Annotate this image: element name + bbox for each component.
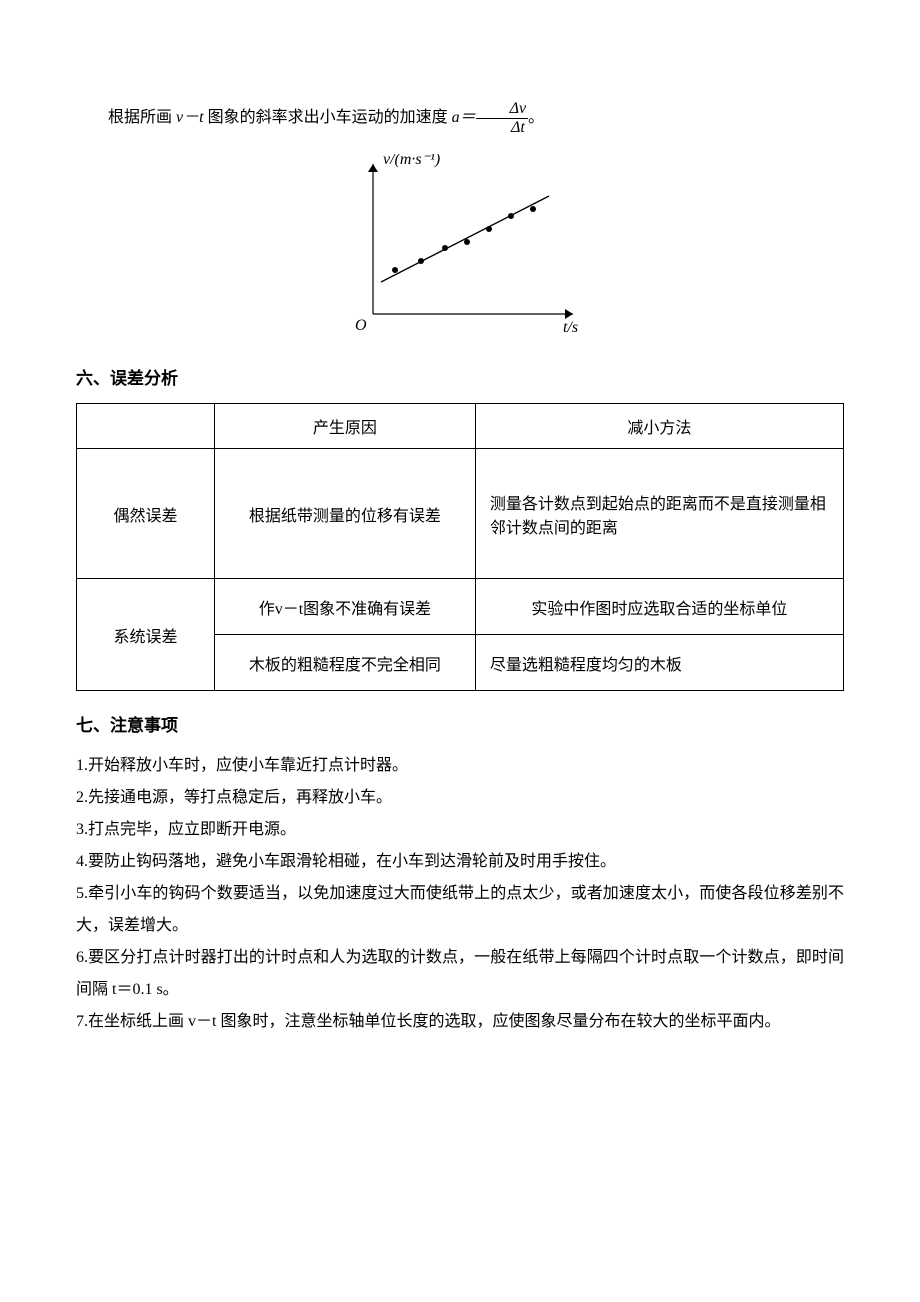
row-cause-2: 木板的粗糙程度不完全相同 bbox=[215, 635, 476, 691]
row-fix-1: 实验中作图时应选取合适的坐标单位 bbox=[475, 579, 843, 635]
table-row: 系统误差 作v－t图象不准确有误差 实验中作图时应选取合适的坐标单位 bbox=[77, 579, 844, 635]
error-analysis-table: 产生原因 减小方法 偶然误差 根据纸带测量的位移有误差 测量各计数点到起始点的距… bbox=[76, 403, 844, 691]
header-cause: 产生原因 bbox=[215, 404, 476, 449]
section-7-heading: 七、注意事项 bbox=[76, 711, 844, 736]
notes-list: 1.开始释放小车时，应使小车靠近打点计时器。 2.先接通电源，等打点稳定后，再释… bbox=[76, 750, 844, 1038]
note-item: 7.在坐标纸上画 v－t 图象时，注意坐标轴单位长度的选取，应使图象尽量分布在较… bbox=[76, 1006, 844, 1038]
frac-num: Δv bbox=[476, 100, 529, 119]
svg-text:O: O bbox=[355, 317, 367, 334]
row-cause-1-text: 作v－t图象不准确有误差 bbox=[259, 601, 431, 618]
table-row: 偶然误差 根据纸带测量的位移有误差 测量各计数点到起始点的距离而不是直接测量相邻… bbox=[77, 449, 844, 579]
note-item: 3.打点完毕，应立即断开电源。 bbox=[76, 814, 844, 846]
row-cause-0: 根据纸带测量的位移有误差 bbox=[215, 449, 476, 579]
note-item: 2.先接通电源，等打点稳定后，再释放小车。 bbox=[76, 782, 844, 814]
intro-prefix: 根据所画 bbox=[108, 109, 176, 126]
intro-mid: 图象的斜率求出小车运动的加速度 bbox=[204, 109, 452, 126]
section-6-heading: 六、误差分析 bbox=[76, 364, 844, 389]
svg-text:t/s: t/s bbox=[563, 319, 578, 336]
header-empty bbox=[77, 404, 215, 449]
table-row: 产生原因 减小方法 bbox=[77, 404, 844, 449]
svg-text:v/(m·s⁻¹): v/(m·s⁻¹) bbox=[383, 154, 440, 168]
row-label-random: 偶然误差 bbox=[77, 449, 215, 579]
intro-var1: v－t bbox=[176, 109, 204, 126]
frac-den: Δt bbox=[476, 119, 529, 137]
intro-suffix: 。 bbox=[528, 109, 544, 126]
intro-var2: a＝ bbox=[452, 109, 476, 126]
intro-line: 根据所画 v－t 图象的斜率求出小车运动的加速度 a＝ΔvΔt。 bbox=[76, 100, 844, 136]
row-fix-0: 测量各计数点到起始点的距离而不是直接测量相邻计数点间的距离 bbox=[475, 449, 843, 579]
header-fix: 减小方法 bbox=[475, 404, 843, 449]
note-item: 1.开始释放小车时，应使小车靠近打点计时器。 bbox=[76, 750, 844, 782]
row-cause-1: 作v－t图象不准确有误差 bbox=[215, 579, 476, 635]
row-fix-2: 尽量选粗糙程度均匀的木板 bbox=[475, 635, 843, 691]
vt-scatter-chart: v/(m·s⁻¹) t/s O bbox=[325, 154, 595, 339]
row-label-systematic: 系统误差 bbox=[77, 579, 215, 691]
note-item: 6.要区分打点计时器打出的计时点和人为选取的计数点，一般在纸带上每隔四个计时点取… bbox=[76, 942, 844, 1006]
intro-fraction: ΔvΔt bbox=[476, 100, 529, 136]
chart-container: v/(m·s⁻¹) t/s O bbox=[76, 154, 844, 344]
note-item: 5.牵引小车的钩码个数要适当，以免加速度过大而使纸带上的点太少，或者加速度太小，… bbox=[76, 878, 844, 942]
note-item: 4.要防止钩码落地，避免小车跟滑轮相碰，在小车到达滑轮前及时用手按住。 bbox=[76, 846, 844, 878]
